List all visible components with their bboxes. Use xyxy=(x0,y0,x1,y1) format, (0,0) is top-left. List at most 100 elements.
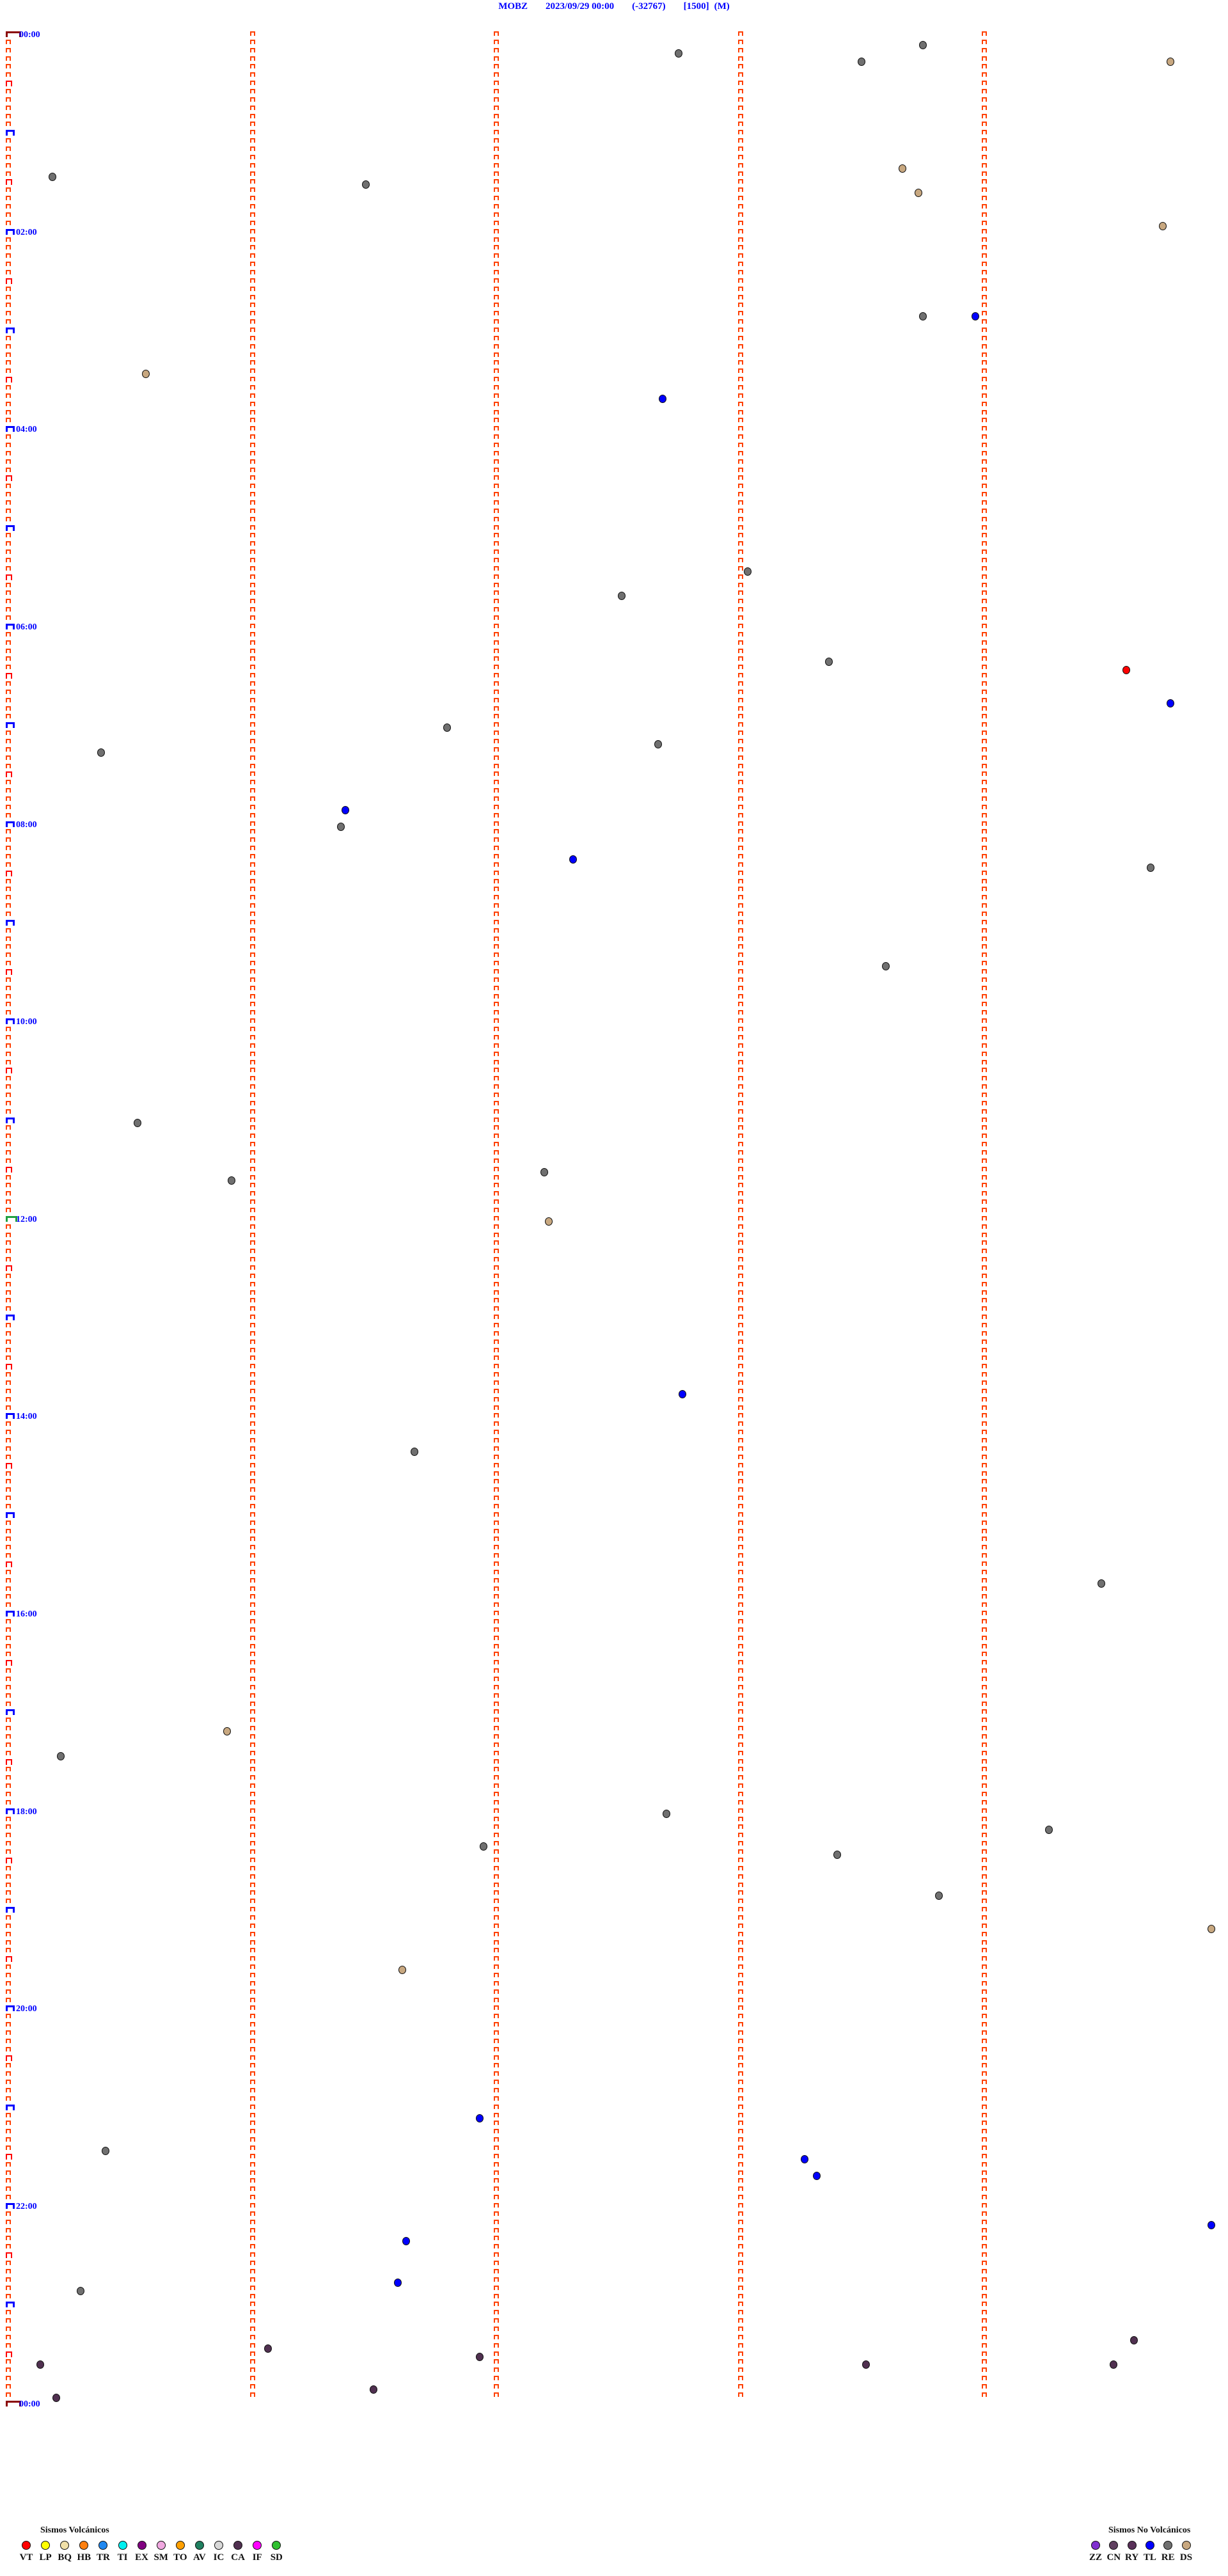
event-marker-re[interactable] xyxy=(134,1118,142,1127)
event-marker-ca[interactable] xyxy=(370,2385,378,2394)
event-marker-re[interactable] xyxy=(654,739,663,748)
event-marker-tl[interactable] xyxy=(801,2154,809,2163)
trace-tick-mark xyxy=(737,755,743,760)
event-marker-re[interactable] xyxy=(361,180,370,189)
event-marker-tl[interactable] xyxy=(341,805,349,814)
event-marker-ds[interactable] xyxy=(1158,221,1167,230)
event-marker-ca[interactable] xyxy=(264,2344,272,2353)
trace-tick-mark xyxy=(249,1396,255,1402)
event-marker-re[interactable] xyxy=(858,57,866,66)
event-marker-re[interactable] xyxy=(443,723,451,732)
trace-tick-mark xyxy=(6,1553,11,1558)
event-marker-re[interactable] xyxy=(825,658,833,667)
trace-tick-mark xyxy=(982,64,987,69)
trace-tick-mark xyxy=(6,1816,11,1821)
event-marker-re[interactable] xyxy=(918,312,927,321)
trace-tick-mark xyxy=(6,47,11,52)
event-marker-ds[interactable] xyxy=(223,1727,232,1736)
trace-tick-mark xyxy=(6,31,21,37)
trace-tick-mark xyxy=(249,146,255,152)
event-marker-tl[interactable] xyxy=(1167,699,1175,707)
event-marker-re[interactable] xyxy=(833,1851,842,1860)
trace-tick-mark xyxy=(249,1117,255,1122)
trace-tick-mark xyxy=(737,237,743,242)
trace-tick-mark xyxy=(982,1496,987,1501)
trace-tick-mark xyxy=(494,39,499,44)
trace-tick-mark xyxy=(249,2261,255,2266)
event-marker-tl[interactable] xyxy=(972,312,980,321)
event-marker-re[interactable] xyxy=(1098,1579,1106,1588)
trace-tick-mark xyxy=(737,1865,743,1870)
event-marker-re[interactable] xyxy=(744,567,752,576)
trace-tick-mark xyxy=(982,500,987,505)
event-marker-re[interactable] xyxy=(56,1751,65,1760)
event-marker-ds[interactable] xyxy=(1208,1924,1216,1933)
event-marker-ds[interactable] xyxy=(398,1966,406,1975)
event-marker-ds[interactable] xyxy=(915,189,923,198)
trace-tick-mark xyxy=(737,2261,743,2266)
trace-tick-mark xyxy=(6,895,11,900)
event-marker-ds[interactable] xyxy=(544,1217,553,1226)
event-marker-re[interactable] xyxy=(101,2147,109,2156)
trace-tick-mark xyxy=(494,154,499,159)
event-marker-re[interactable] xyxy=(540,1167,549,1176)
event-marker-ca[interactable] xyxy=(52,2393,61,2402)
event-marker-re[interactable] xyxy=(337,822,345,831)
event-marker-ca[interactable] xyxy=(1130,2335,1138,2344)
event-marker-re[interactable] xyxy=(77,2286,85,2295)
event-marker-re[interactable] xyxy=(918,40,927,49)
event-marker-re[interactable] xyxy=(663,1809,671,1818)
event-marker-re[interactable] xyxy=(479,1842,487,1851)
trace-tick-mark xyxy=(982,467,987,472)
event-marker-ds[interactable] xyxy=(1167,57,1175,66)
event-marker-re[interactable] xyxy=(935,1892,943,1900)
event-marker-ca[interactable] xyxy=(36,2360,44,2369)
trace-tick-mark xyxy=(494,319,499,324)
event-marker-ds[interactable] xyxy=(142,370,150,379)
trace-tick-mark xyxy=(249,755,255,760)
event-marker-re[interactable] xyxy=(882,962,890,971)
trace-tick-mark xyxy=(982,2343,987,2348)
event-marker-ds[interactable] xyxy=(898,164,906,173)
trace-tick-mark xyxy=(249,1430,255,1435)
event-marker-tl[interactable] xyxy=(1208,2220,1216,2229)
event-marker-re[interactable] xyxy=(1146,863,1154,872)
trace-tick-mark xyxy=(494,335,499,340)
trace-tick-mark xyxy=(6,1537,11,1542)
trace-tick-mark xyxy=(6,731,11,736)
trace-tick-mark xyxy=(737,1002,743,1007)
trace-tick-mark xyxy=(982,993,987,999)
trace-tick-mark xyxy=(249,1331,255,1336)
trace-tick-mark xyxy=(249,1479,255,1484)
event-marker-re[interactable] xyxy=(618,592,626,601)
event-marker-tl[interactable] xyxy=(402,2237,411,2246)
trace-tick-mark xyxy=(494,2211,499,2216)
event-marker-re[interactable] xyxy=(48,172,56,181)
event-marker-ca[interactable] xyxy=(862,2360,870,2369)
event-marker-re[interactable] xyxy=(675,49,683,58)
event-marker-tl[interactable] xyxy=(394,2278,402,2287)
trace-tick-mark xyxy=(249,1718,255,1723)
event-marker-tl[interactable] xyxy=(679,1389,687,1398)
event-marker-tl[interactable] xyxy=(475,2114,484,2122)
trace-tick-mark xyxy=(6,327,15,333)
event-marker-tl[interactable] xyxy=(569,855,577,864)
event-marker-vt[interactable] xyxy=(1122,666,1130,675)
trace-tick-mark xyxy=(249,615,255,620)
event-marker-ca[interactable] xyxy=(475,2352,484,2361)
event-marker-re[interactable] xyxy=(410,1447,418,1456)
event-marker-re[interactable] xyxy=(227,1176,235,1185)
trace-tick-mark xyxy=(6,393,11,398)
trace-tick-mark xyxy=(494,1520,499,1525)
trace-tick-mark xyxy=(737,1931,743,1936)
legend-marker-icon xyxy=(1163,2541,1173,2550)
event-marker-ca[interactable] xyxy=(1110,2360,1118,2369)
event-marker-tl[interactable] xyxy=(813,2171,821,2180)
event-marker-re[interactable] xyxy=(97,748,106,757)
trace-tick-mark xyxy=(249,1808,255,1813)
trace-tick-mark xyxy=(6,1084,11,1089)
event-marker-tl[interactable] xyxy=(658,394,666,403)
trace-tick-mark xyxy=(6,1199,11,1205)
trace-tick-mark xyxy=(6,812,11,818)
event-marker-re[interactable] xyxy=(1044,1826,1053,1835)
